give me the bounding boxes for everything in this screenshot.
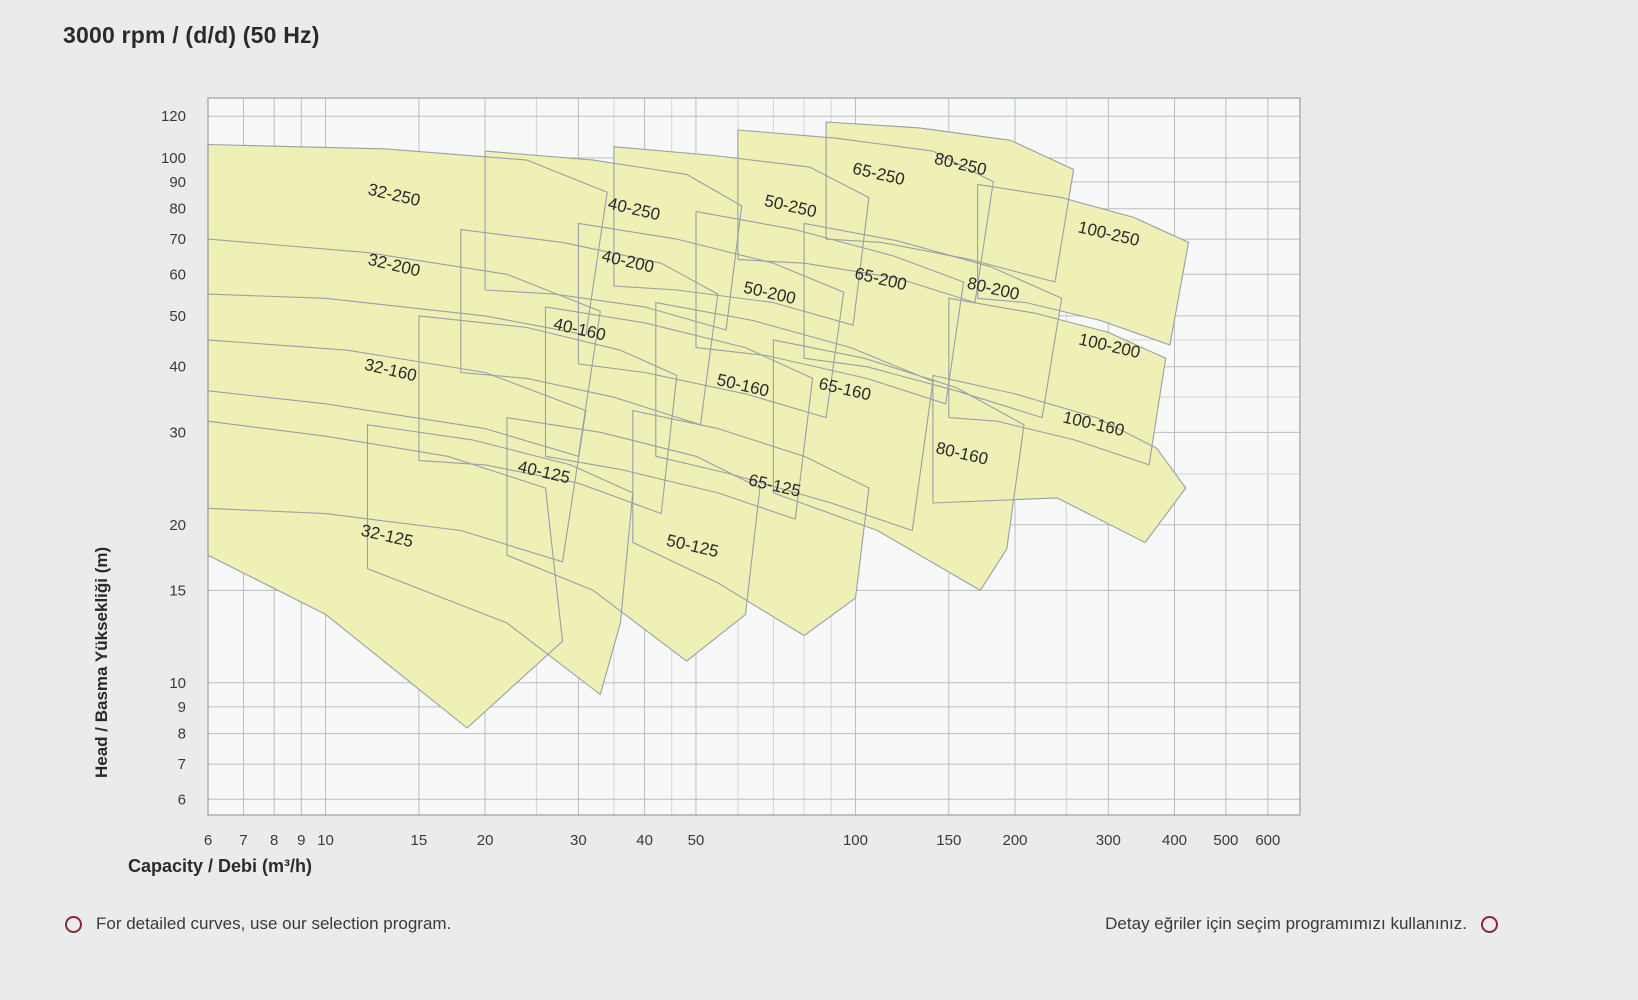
x-tick-label: 9 <box>297 832 305 849</box>
y-tick-label: 100 <box>161 150 186 167</box>
x-tick-label: 8 <box>270 832 278 849</box>
pump-region-outline-40-250 <box>484 150 743 331</box>
x-tick-label: 6 <box>204 832 212 849</box>
y-tick-label: 6 <box>178 791 186 808</box>
footer-note-en: For detailed curves, use our selection p… <box>96 914 452 933</box>
pump-region-outline-100-160 <box>932 374 1187 544</box>
y-tick-label: 15 <box>169 582 186 599</box>
y-tick-label: 80 <box>169 201 186 218</box>
pump-region-outline-65-125 <box>632 410 870 637</box>
footer-note-tr: Detay eğriler için seçim programımızı ku… <box>1105 914 1467 933</box>
circle-bullet-icon <box>65 915 82 933</box>
x-tick-label: 600 <box>1255 832 1280 849</box>
y-tick-label: 70 <box>169 231 186 248</box>
pump-region-outline-100-250 <box>977 183 1190 346</box>
pump-region-outline-32-250 <box>207 143 608 336</box>
x-tick-label: 10 <box>317 832 334 849</box>
pump-region-outline-32-125 <box>207 420 564 729</box>
y-tick-label: 30 <box>169 424 186 441</box>
pump-region-outline-32-160 <box>207 339 587 563</box>
x-tick-label: 30 <box>570 832 587 849</box>
x-tick-label: 20 <box>477 832 494 849</box>
pump-region-outline-100-200 <box>948 297 1167 466</box>
pump-region-outline-80-200 <box>803 222 1063 419</box>
footer-note-tr-wrap: Detay eğriler için seçim programımızı ku… <box>1105 914 1498 934</box>
circle-bullet-icon <box>1481 915 1498 933</box>
pump-region-outline-50-160 <box>544 306 814 520</box>
x-tick-label: 500 <box>1213 832 1238 849</box>
x-tick-label: 15 <box>411 832 428 849</box>
pump-region-outline-80-160 <box>772 339 1025 591</box>
plot-svg: 32-12532-16032-20032-25040-12540-16040-2… <box>161 97 1301 849</box>
pump-region-outline-65-200 <box>695 211 965 405</box>
pump-region-fill-100-200 <box>948 298 1166 465</box>
x-tick-label: 100 <box>843 832 868 849</box>
x-tick-label: 50 <box>688 832 705 849</box>
y-tick-label: 8 <box>178 726 186 743</box>
pump-region-outline-80-250 <box>825 121 1075 283</box>
pump-region-outline-50-125 <box>506 417 761 662</box>
plot-border <box>207 97 1301 816</box>
x-tick-label: 200 <box>1002 832 1027 849</box>
footer: For detailed curves, use our selection p… <box>0 910 1638 950</box>
y-tick-label: 50 <box>169 308 186 325</box>
x-axis-label: Capacity / Debi (m³/h) <box>128 856 313 876</box>
y-tick-label: 120 <box>161 108 186 125</box>
pump-region-outline-40-160 <box>418 315 678 515</box>
pump-region-outline-65-160 <box>655 302 934 532</box>
footer-note-en-wrap: For detailed curves, use our selection p… <box>65 914 451 934</box>
x-tick-label: 300 <box>1096 832 1121 849</box>
x-tick-label: 40 <box>636 832 653 849</box>
x-tick-label: 7 <box>239 832 247 849</box>
pump-region-fill-100-250 <box>977 184 1189 345</box>
y-tick-label: 20 <box>169 517 186 534</box>
y-tick-label: 9 <box>178 699 186 716</box>
x-tick-label: 150 <box>936 832 961 849</box>
y-tick-label: 10 <box>169 675 186 692</box>
pump-region-outline-50-250 <box>613 146 870 326</box>
pump-selection-chart: 32-125 32-160 32-200 32-250 40-125 40-160 40-2… <box>92 97 1301 876</box>
pump-region-outline-32-200 <box>207 238 601 457</box>
y-tick-label: 90 <box>169 174 186 191</box>
x-tick-label: 400 <box>1162 832 1187 849</box>
pump-region-outline-40-125 <box>366 424 634 696</box>
y-tick-label: 40 <box>169 359 186 376</box>
y-tick-label: 7 <box>178 756 186 773</box>
page-title: 3000 rpm / (d/d) (50 Hz) <box>63 22 320 48</box>
y-tick-label: 60 <box>169 266 186 283</box>
pump-region-outline-50-200 <box>577 222 845 419</box>
y-axis-label: Head / Basma Yüksekliği (m) <box>92 546 111 778</box>
